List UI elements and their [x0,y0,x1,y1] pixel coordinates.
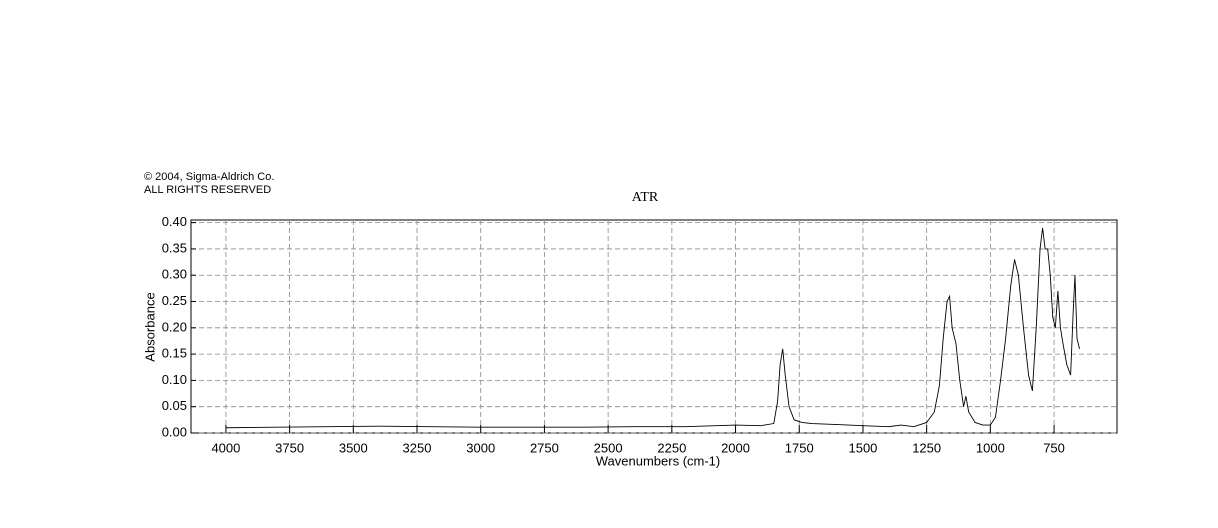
x-tick-label: 2750 [530,440,559,455]
copyright: ALL RIGHTS RESERVED [144,184,271,196]
y-tick-label: 0.00 [162,424,187,439]
spectrum-line [225,227,1080,429]
x-tick-label: 3000 [466,440,495,455]
x-tick-label: 2500 [594,440,623,455]
x-tick-label: 3500 [339,440,368,455]
x-axis-label: Wavenumbers (cm-1) [596,453,720,468]
x-tick-label: 3750 [275,440,304,455]
y-tick-label: 0.20 [162,319,187,334]
y-tick-label: 0.40 [162,214,187,229]
y-axis-label: Absorbance [142,292,157,361]
x-tick-label: 1000 [976,440,1005,455]
plot-frame [190,219,1118,434]
y-tick-label: 0.25 [162,293,187,308]
chart-title: ATR [632,190,659,205]
x-tick-label: 3250 [403,440,432,455]
x-tick-label: 750 [1043,440,1065,455]
y-tick-label: 0.30 [162,267,187,282]
y-tick-label: 0.15 [162,346,187,361]
copyright: © 2004, Sigma-Aldrich Co. [144,171,274,183]
x-tick-label: 1500 [848,440,877,455]
y-tick-label: 0.10 [162,372,187,387]
x-tick-label: 1250 [912,440,941,455]
x-tick-label: 2250 [657,440,686,455]
x-tick-label: 2000 [721,440,750,455]
y-tick-label: 0.35 [162,240,187,255]
x-tick-label: 4000 [211,440,240,455]
x-tick-label: 1750 [785,440,814,455]
y-tick-label: 0.05 [162,398,187,413]
